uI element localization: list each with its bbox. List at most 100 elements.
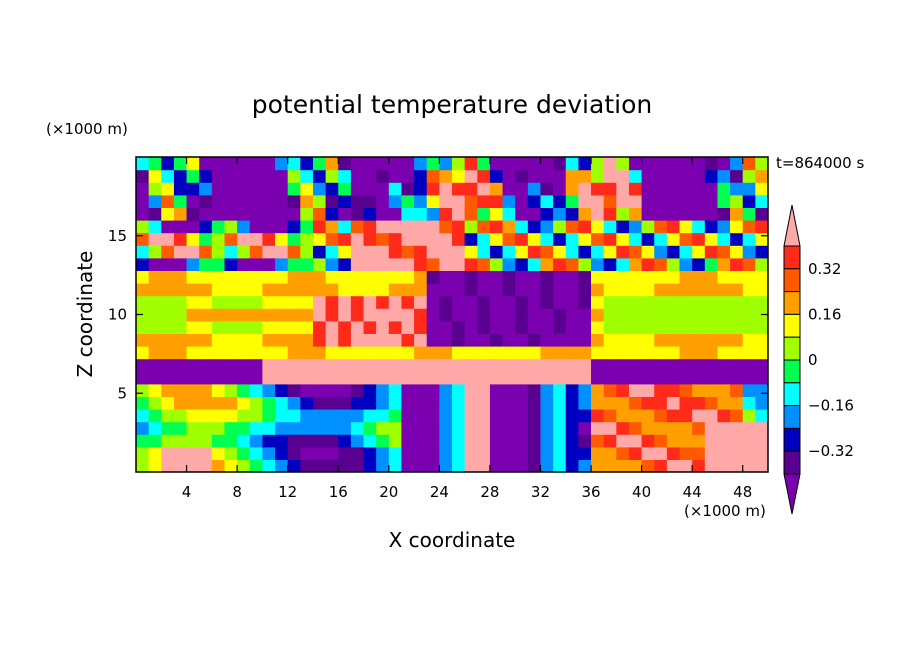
- field-cell: [692, 283, 706, 297]
- field-cell: [325, 421, 339, 435]
- colorbar-label: 0: [808, 351, 818, 369]
- field-cell: [211, 169, 226, 183]
- field-cell: [186, 257, 200, 271]
- field-cell: [338, 320, 352, 334]
- y-axis-label: Z coordinate: [73, 251, 97, 378]
- field-cell: [439, 396, 453, 410]
- field-cell: [616, 358, 630, 372]
- field-cell: [414, 182, 428, 196]
- field-cell: [641, 283, 655, 297]
- field-cell: [338, 434, 352, 448]
- field-cell: [565, 194, 579, 208]
- field-cell: [414, 459, 428, 472]
- field-cell: [489, 308, 504, 322]
- field-cell: [414, 421, 428, 435]
- field-cell: [679, 396, 693, 410]
- field-cell: [439, 371, 453, 385]
- field-cell: [603, 169, 617, 183]
- field-cell: [654, 283, 668, 297]
- field-cell: [603, 358, 617, 372]
- field-cell: [173, 194, 188, 208]
- field-cell: [755, 194, 768, 208]
- field-cell: [464, 157, 478, 171]
- field-cell: [237, 320, 251, 334]
- field-cell: [199, 409, 213, 423]
- field-cell: [730, 308, 744, 322]
- field-cell: [477, 346, 491, 360]
- field-cell: [628, 421, 643, 435]
- field-cell: [325, 459, 339, 472]
- x-tick-label: 4: [182, 483, 192, 501]
- field-cell: [591, 232, 605, 246]
- field-cell: [666, 459, 681, 472]
- field-cell: [300, 333, 314, 347]
- field-cell: [186, 459, 200, 472]
- field-cell: [224, 371, 238, 385]
- field-cell: [464, 194, 478, 208]
- field-cell: [641, 270, 655, 284]
- field-cell: [540, 446, 554, 460]
- field-cell: [565, 308, 579, 322]
- x-unit-label: (×1000 m): [684, 502, 766, 520]
- field-cell: [287, 270, 301, 284]
- field-cell: [363, 232, 377, 246]
- field-cell: [654, 245, 668, 259]
- field-cell: [502, 194, 516, 208]
- field-cell: [161, 333, 175, 347]
- field-cell: [211, 421, 226, 435]
- field-cell: [199, 295, 213, 309]
- field-cell: [148, 320, 162, 334]
- field-cell: [603, 434, 617, 448]
- field-cell: [666, 409, 681, 423]
- field-cell: [603, 446, 617, 460]
- field-cell: [388, 434, 403, 448]
- field-cell: [136, 194, 150, 208]
- field-cell: [603, 270, 617, 284]
- field-cell: [275, 257, 289, 271]
- field-cell: [325, 169, 339, 183]
- field-cell: [211, 396, 226, 410]
- field-cell: [325, 446, 339, 460]
- field-cell: [262, 182, 276, 196]
- field-cell: [414, 270, 428, 284]
- field-cell: [565, 421, 579, 435]
- field-cell: [148, 409, 162, 423]
- field-cell: [224, 409, 238, 423]
- field-cell: [527, 320, 542, 334]
- field-cell: [641, 421, 655, 435]
- field-cell: [376, 320, 390, 334]
- field-cell: [136, 346, 150, 360]
- field-cell: [148, 245, 162, 259]
- field-cell: [489, 396, 504, 410]
- field-cell: [363, 320, 377, 334]
- field-cell: [312, 245, 327, 259]
- field-cell: [414, 320, 428, 334]
- field-cell: [489, 320, 504, 334]
- field-cell: [439, 270, 453, 284]
- field-cell: [704, 371, 719, 385]
- field-cell: [730, 245, 744, 259]
- field-cell: [186, 220, 200, 234]
- field-cell: [489, 459, 504, 472]
- field-cell: [565, 232, 579, 246]
- field-cell: [136, 434, 150, 448]
- x-tick-label: 8: [232, 483, 242, 501]
- field-cell: [641, 295, 655, 309]
- field-cell: [717, 245, 731, 259]
- field-cell: [565, 270, 579, 284]
- field-cell: [312, 371, 327, 385]
- field-cell: [199, 308, 213, 322]
- field-cell: [224, 308, 238, 322]
- field-cell: [755, 346, 768, 360]
- field-cell: [527, 396, 542, 410]
- field-cell: [527, 383, 542, 397]
- field-cell: [477, 371, 491, 385]
- field-cell: [464, 169, 478, 183]
- field-cell: [312, 270, 327, 284]
- field-cell: [287, 257, 301, 271]
- field-cell: [439, 434, 453, 448]
- field-cell: [211, 371, 226, 385]
- field-cell: [363, 434, 377, 448]
- field-cell: [148, 358, 162, 372]
- field-cell: [325, 220, 339, 234]
